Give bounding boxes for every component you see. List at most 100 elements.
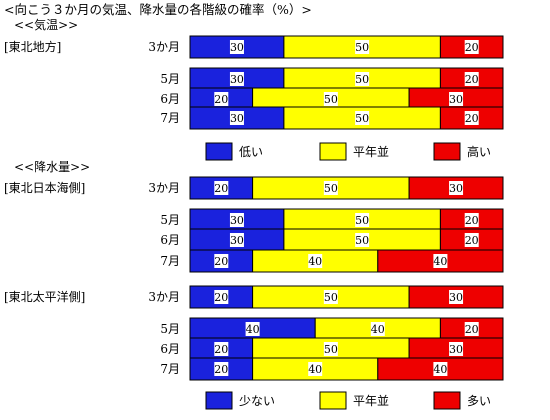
row-label-precip-pacific-3: 7月: [160, 362, 180, 376]
value-label-bg-temp-2-low: [214, 92, 229, 106]
value-label-precip-sea-2-low: 30: [230, 234, 244, 247]
value-label-bg-precip-pacific-0-high: [449, 290, 464, 304]
value-label-bg-precip-sea-3-high: [433, 254, 448, 268]
row-label-temp-0: 3か月: [148, 40, 180, 54]
value-label-bg-precip-pacific-3-high: [433, 362, 448, 376]
value-label-bg-precip-sea-1-low: [229, 213, 244, 227]
value-label-bg-precip-sea-3-low: [214, 254, 229, 268]
value-label-temp-1-normal: 50: [355, 73, 369, 86]
value-label-precip-sea-1-normal: 50: [355, 214, 369, 227]
legend-label-temp-normal: 平年並: [353, 145, 390, 159]
row-label-temp-2: 6月: [160, 92, 180, 106]
value-label-bg-precip-pacific-2-high: [449, 342, 464, 356]
value-label-bg-precip-pacific-3-normal: [308, 362, 323, 376]
value-label-precip-sea-2-high: 20: [465, 234, 479, 247]
value-label-bg-precip-sea-2-high: [464, 233, 479, 247]
legend-swatch-precip-low: [205, 391, 233, 410]
value-label-temp-1-high: 20: [465, 73, 479, 86]
value-label-precip-sea-1-high: 20: [465, 214, 479, 227]
row-label-precip-sea-1: 5月: [160, 213, 180, 227]
value-label-bg-temp-3-normal: [355, 111, 370, 125]
value-label-precip-pacific-0-normal: 50: [324, 291, 338, 304]
section-precip-heading: <<降水量>>: [14, 160, 91, 174]
value-label-bg-precip-pacific-2-low: [214, 342, 229, 356]
row-label-temp-3: 7月: [160, 111, 180, 125]
value-label-temp-2-high: 30: [449, 93, 463, 106]
value-label-bg-precip-sea-0-low: [214, 181, 229, 195]
legend-swatch-temp-high: [433, 142, 461, 161]
row-label-precip-sea-0: 3か月: [148, 181, 180, 195]
value-label-precip-pacific-1-high: 20: [465, 323, 479, 336]
value-label-bg-precip-sea-2-low: [229, 233, 244, 247]
value-label-precip-pacific-3-normal: 40: [308, 363, 322, 376]
value-label-bg-temp-0-normal: [355, 40, 370, 54]
legend-label-precip-low: 少ない: [239, 394, 276, 408]
value-label-temp-2-low: 20: [214, 93, 228, 106]
value-label-precip-sea-2-normal: 50: [355, 234, 369, 247]
value-label-bg-precip-pacific-3-low: [214, 362, 229, 376]
value-label-temp-0-normal: 50: [355, 41, 369, 54]
value-label-bg-temp-2-normal: [323, 92, 338, 106]
value-label-temp-1-low: 30: [230, 73, 244, 86]
value-label-precip-sea-3-normal: 40: [308, 255, 322, 268]
row-label-precip-pacific-2: 6月: [160, 342, 180, 356]
value-label-bg-precip-pacific-0-low: [214, 290, 229, 304]
value-label-precip-sea-0-normal: 50: [324, 182, 338, 195]
value-label-bg-precip-pacific-1-low: [245, 322, 260, 336]
value-label-bg-precip-sea-2-normal: [355, 233, 370, 247]
value-label-bg-precip-sea-0-normal: [323, 181, 338, 195]
legend-swatch-temp-normal: [319, 142, 347, 161]
value-label-bg-precip-sea-1-high: [464, 213, 479, 227]
value-label-temp-3-low: 30: [230, 112, 244, 125]
region-label-tohoku-pacific: [東北太平洋側]: [4, 290, 86, 304]
legend-label-temp-low: 低い: [239, 145, 264, 159]
value-label-bg-precip-pacific-1-normal: [370, 322, 385, 336]
legend-label-precip-normal: 平年並: [353, 394, 390, 408]
value-label-precip-sea-3-low: 20: [214, 255, 228, 268]
value-label-precip-pacific-3-low: 20: [214, 363, 228, 376]
region-label-tohoku: [東北地方]: [4, 40, 62, 54]
row-label-precip-sea-2: 6月: [160, 233, 180, 247]
value-label-precip-pacific-3-high: 40: [433, 363, 447, 376]
value-label-bg-precip-sea-3-normal: [308, 254, 323, 268]
value-label-bg-temp-1-normal: [355, 72, 370, 86]
legend-swatch-temp-low: [205, 142, 233, 161]
row-label-temp-1: 5月: [160, 72, 180, 86]
value-label-temp-3-normal: 50: [355, 112, 369, 125]
value-label-precip-pacific-2-low: 20: [214, 343, 228, 356]
section-temp-heading: <<気温>>: [14, 18, 79, 32]
value-label-bg-temp-1-low: [229, 72, 244, 86]
value-label-temp-0-low: 30: [230, 41, 244, 54]
value-label-precip-pacific-1-low: 40: [246, 323, 260, 336]
value-label-bg-precip-pacific-0-normal: [323, 290, 338, 304]
value-label-bg-temp-3-high: [464, 111, 479, 125]
row-label-precip-sea-3: 7月: [160, 254, 180, 268]
value-label-precip-pacific-0-low: 20: [214, 291, 228, 304]
value-label-bg-precip-sea-0-high: [449, 181, 464, 195]
value-label-precip-pacific-2-normal: 50: [324, 343, 338, 356]
value-label-bg-temp-3-low: [229, 111, 244, 125]
value-label-precip-sea-0-high: 30: [449, 182, 463, 195]
region-label-tohoku-sea: [東北日本海側]: [4, 181, 86, 195]
page-title: <向こう３か月の気温、降水量の各階級の確率（%）>: [4, 2, 312, 17]
value-label-bg-temp-1-high: [464, 72, 479, 86]
value-label-bg-temp-0-high: [464, 40, 479, 54]
legend-label-temp-high: 高い: [467, 145, 492, 159]
value-label-temp-2-normal: 50: [324, 93, 338, 106]
legend-label-precip-high: 多い: [467, 394, 492, 408]
value-label-bg-precip-pacific-1-high: [464, 322, 479, 336]
value-label-bg-precip-pacific-2-normal: [323, 342, 338, 356]
value-label-precip-sea-0-low: 20: [214, 182, 228, 195]
value-label-precip-sea-1-low: 30: [230, 214, 244, 227]
value-label-bg-temp-2-high: [449, 92, 464, 106]
value-label-precip-pacific-2-high: 30: [449, 343, 463, 356]
row-label-precip-pacific-0: 3か月: [148, 290, 180, 304]
value-label-bg-precip-sea-1-normal: [355, 213, 370, 227]
legend-swatch-precip-high: [433, 391, 461, 410]
row-label-precip-pacific-1: 5月: [160, 322, 180, 336]
value-label-bg-temp-0-low: [229, 40, 244, 54]
value-label-temp-0-high: 20: [465, 41, 479, 54]
value-label-temp-3-high: 20: [465, 112, 479, 125]
